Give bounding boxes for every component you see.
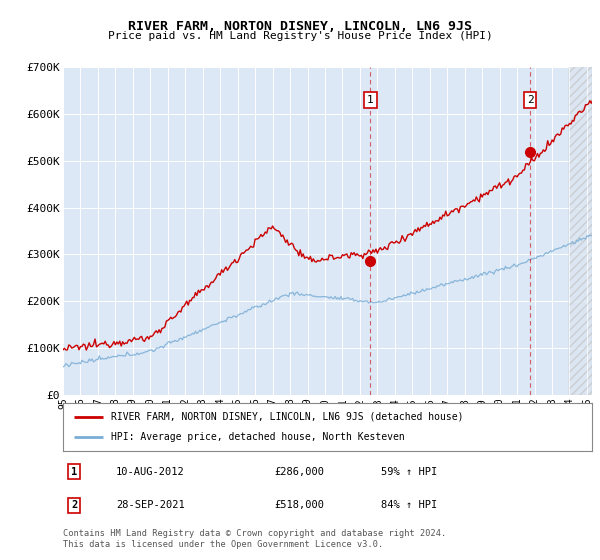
Text: 59% ↑ HPI: 59% ↑ HPI	[380, 467, 437, 477]
Text: 10-AUG-2012: 10-AUG-2012	[116, 467, 185, 477]
Text: 1: 1	[367, 95, 374, 105]
Text: £286,000: £286,000	[275, 467, 325, 477]
Text: £518,000: £518,000	[275, 500, 325, 510]
Text: HPI: Average price, detached house, North Kesteven: HPI: Average price, detached house, Nort…	[110, 432, 404, 442]
Text: RIVER FARM, NORTON DISNEY, LINCOLN, LN6 9JS (detached house): RIVER FARM, NORTON DISNEY, LINCOLN, LN6 …	[110, 412, 463, 422]
Text: Contains HM Land Registry data © Crown copyright and database right 2024.
This d: Contains HM Land Registry data © Crown c…	[63, 529, 446, 549]
Text: Price paid vs. HM Land Registry's House Price Index (HPI): Price paid vs. HM Land Registry's House …	[107, 31, 493, 41]
Text: RIVER FARM, NORTON DISNEY, LINCOLN, LN6 9JS: RIVER FARM, NORTON DISNEY, LINCOLN, LN6 …	[128, 20, 472, 32]
Bar	[569, 67, 592, 395]
Text: 1: 1	[71, 467, 77, 477]
Text: 2: 2	[527, 95, 533, 105]
Text: 84% ↑ HPI: 84% ↑ HPI	[380, 500, 437, 510]
Text: 2: 2	[71, 500, 77, 510]
Text: 28-SEP-2021: 28-SEP-2021	[116, 500, 185, 510]
